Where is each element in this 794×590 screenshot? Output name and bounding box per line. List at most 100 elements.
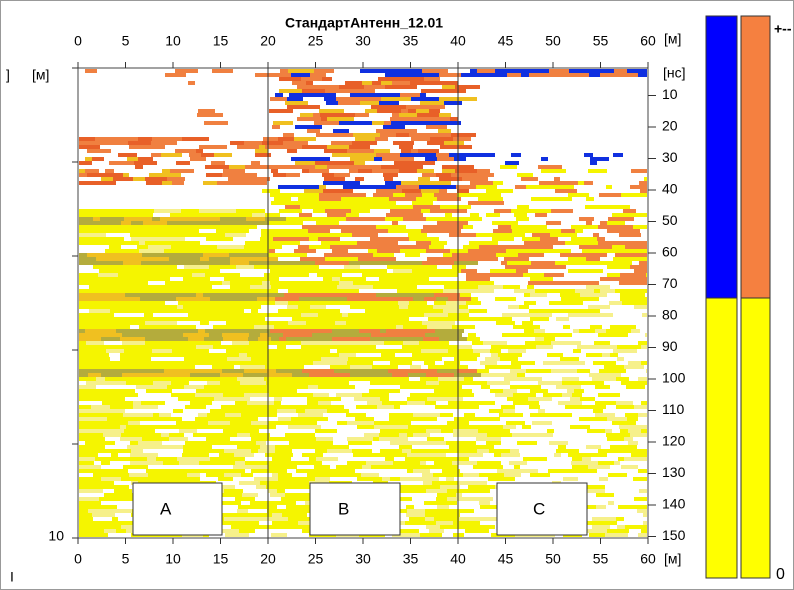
reflection [172, 473, 187, 477]
reflection [465, 281, 474, 285]
reflection [79, 241, 100, 245]
reflection [420, 93, 426, 97]
reflection [142, 373, 165, 377]
reflection [87, 469, 112, 473]
reflection [412, 273, 438, 277]
reflection [294, 437, 316, 441]
x-tick-label: 0 [74, 551, 82, 567]
reflection [203, 377, 224, 381]
reflection [247, 409, 260, 413]
reflection [399, 261, 422, 265]
reflection [281, 437, 294, 441]
reflection [425, 333, 438, 337]
reflection [392, 533, 411, 537]
reflection [428, 317, 451, 321]
reflection [278, 477, 291, 481]
reflection [413, 73, 420, 77]
reflection [599, 477, 608, 481]
reflection [379, 101, 399, 105]
reflection [535, 337, 544, 341]
reflection [376, 225, 385, 229]
reflection [123, 449, 131, 453]
reflection [427, 437, 444, 441]
reflection [280, 69, 288, 73]
reflection [420, 461, 426, 465]
reflection [230, 493, 242, 497]
reflection [79, 253, 87, 257]
reflection [99, 269, 122, 273]
reflection [335, 181, 360, 185]
reflection [411, 449, 427, 453]
reflection [558, 401, 568, 405]
reflection [270, 269, 282, 273]
left-bracket: ] [6, 67, 10, 83]
reflection [607, 529, 619, 533]
reflection [578, 181, 584, 185]
reflection [364, 433, 373, 437]
reflection [437, 505, 449, 509]
reflection [444, 361, 460, 365]
reflection [118, 365, 125, 369]
reflection [605, 429, 612, 433]
reflection [633, 257, 647, 261]
reflection [173, 425, 191, 429]
reflection [130, 453, 146, 457]
reflection [385, 425, 408, 429]
reflection [335, 321, 346, 325]
reflection [130, 233, 146, 237]
reflection [135, 349, 152, 353]
reflection [99, 333, 122, 337]
reflection [199, 269, 220, 273]
reflection [451, 389, 457, 393]
reflection [133, 277, 147, 281]
reflection [262, 141, 283, 145]
reflection [285, 433, 308, 437]
reflection [206, 433, 228, 437]
reflection [528, 397, 552, 401]
reflection [581, 485, 605, 489]
reflection [414, 213, 423, 217]
reflection [339, 333, 364, 337]
reflection [426, 373, 442, 377]
reflection [425, 157, 437, 161]
reflection [382, 477, 390, 481]
reflection [100, 361, 127, 365]
reflection [415, 117, 431, 121]
reflection [637, 509, 647, 513]
reflection [359, 261, 375, 265]
reflection [179, 361, 196, 365]
reflection [440, 117, 450, 121]
reflection [286, 217, 309, 221]
reflection [204, 121, 228, 125]
reflection [79, 449, 89, 453]
reflection [405, 521, 420, 525]
reflection [567, 389, 574, 393]
reflection [384, 389, 400, 393]
reflection [413, 369, 437, 373]
reflection [294, 165, 315, 169]
reflection [307, 293, 333, 297]
reflection [615, 473, 627, 477]
reflection [354, 253, 373, 257]
reflection [79, 509, 88, 513]
reflection [638, 253, 647, 257]
reflection [300, 229, 308, 233]
reflection [271, 201, 295, 205]
reflection [456, 489, 474, 493]
reflection [79, 161, 92, 165]
reflection [583, 521, 593, 525]
reflection [275, 437, 281, 441]
reflection [311, 417, 328, 421]
reflection [492, 237, 514, 241]
reflection [639, 213, 647, 217]
reflection [179, 221, 199, 225]
reflection [530, 277, 553, 281]
reflection [377, 249, 400, 253]
reflection [263, 389, 288, 393]
reflection [338, 373, 350, 377]
reflection [156, 369, 164, 373]
reflection [79, 333, 99, 337]
reflection [436, 353, 442, 357]
reflection [408, 165, 423, 169]
reflection [458, 453, 483, 457]
